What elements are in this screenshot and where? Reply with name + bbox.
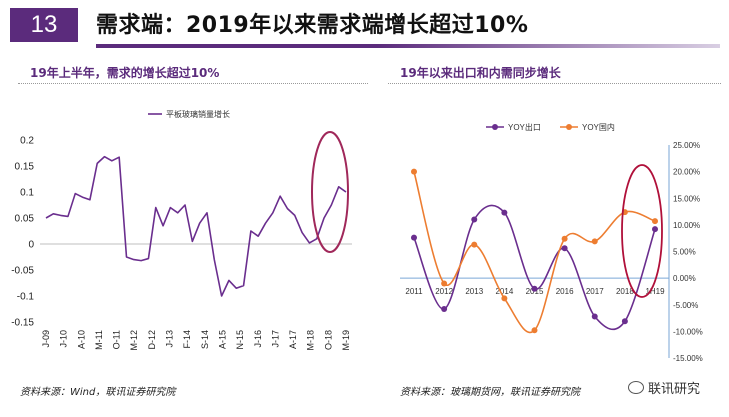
right-chart: 25.00% 20.00% 15.00% 10.00% 5.00% 0.00% -5.00%… — [400, 122, 703, 363]
y-tick-label: 0.05 — [15, 214, 35, 225]
x-tick-label: 2018 — [616, 287, 634, 296]
series-export-point — [591, 313, 598, 320]
series-export-point — [652, 226, 658, 233]
title-rule — [96, 44, 720, 48]
x-tick-label: M-19 — [341, 330, 351, 351]
y-tick-label: 0 — [28, 240, 34, 251]
highlight-ellipse — [621, 164, 663, 298]
x-tick-label: F-14 — [182, 330, 192, 349]
y-tick-label: -0.1 — [17, 292, 35, 303]
right-panel-rule — [388, 83, 721, 84]
x-tick-label: J-13 — [165, 330, 175, 348]
legend-marker — [566, 124, 572, 130]
x-tick-label: 2017 — [586, 287, 604, 296]
left-panel-title: 19年上半年，需求的增长超过10% — [30, 66, 220, 80]
x-tick-label: A-15 — [217, 330, 227, 349]
y-tick-label: 5.00% — [673, 248, 696, 257]
y-tick-label: -0.15 — [11, 318, 34, 329]
series-export-line — [413, 204, 656, 331]
x-tick-label: J-10 — [59, 330, 69, 348]
x-tick-label: A-10 — [76, 330, 86, 349]
x-tick-label: J-09 — [41, 330, 51, 348]
right-source: 资料来源：玻璃期货网，联讯证券研究院 — [400, 387, 580, 398]
series-export-point — [621, 318, 628, 325]
legend-label: 平板玻璃销量增长 — [166, 109, 230, 119]
y-tick-label: 15.00% — [673, 194, 700, 203]
series-export-point — [561, 245, 568, 252]
x-tick-label: 1H19 — [645, 287, 665, 296]
slide-title: 需求端：2019年以来需求端增长超过10% — [96, 13, 529, 38]
x-tick-label: D-12 — [147, 330, 157, 350]
legend-label: YOY出口 — [508, 122, 541, 132]
series-domestic-point — [561, 235, 568, 242]
y-tick-label: 0.1 — [20, 188, 34, 199]
series-domestic-line — [413, 171, 656, 334]
series-domestic-point — [471, 241, 478, 248]
y-tick-label: -15.00% — [673, 354, 703, 363]
series-domestic-point — [591, 238, 598, 245]
wechat-icon — [628, 381, 644, 394]
x-tick-label: O-18 — [323, 330, 333, 350]
x-tick-label: 2011 — [405, 287, 423, 296]
series-domestic-point — [441, 280, 448, 287]
left-source: 资料来源：Wind，联讯证券研究院 — [20, 387, 176, 398]
x-tick-label: M-11 — [94, 330, 104, 350]
series-domestic-point — [501, 295, 508, 302]
x-tick-label: M-18 — [306, 330, 316, 351]
series-domestic-point — [652, 218, 658, 225]
y-tick-label: 25.00% — [673, 141, 700, 150]
left-panel-rule — [18, 83, 368, 84]
legend-marker — [492, 124, 498, 130]
y-tick-label: 20.00% — [673, 168, 700, 177]
slide-number: 13 — [10, 8, 78, 42]
x-tick-label: S-14 — [200, 330, 210, 349]
y-tick-label: -5.00% — [673, 301, 698, 310]
y-tick-label: -10.00% — [673, 327, 703, 336]
x-tick-label: A-17 — [288, 330, 298, 349]
y-tick-label: 10.00% — [673, 221, 700, 230]
series-export-point — [471, 216, 478, 223]
series-export-point — [411, 234, 417, 241]
highlight-ellipse — [311, 131, 349, 253]
legend-label: YOY国内 — [582, 122, 615, 132]
y-tick-label: -0.05 — [11, 266, 34, 277]
x-tick-label: O-11 — [112, 330, 122, 349]
watermark: 联讯研究 — [628, 378, 700, 397]
series-domestic-point — [531, 327, 538, 334]
x-tick-label: 2012 — [435, 287, 453, 296]
x-tick-label: 2014 — [495, 287, 513, 296]
series-domestic-point — [411, 168, 417, 175]
series-line-glass-sales — [45, 155, 347, 297]
x-tick-label: J-17 — [270, 330, 280, 348]
y-tick-label: 0.00% — [673, 274, 696, 283]
x-tick-label: J-16 — [253, 330, 263, 348]
x-tick-label: N-15 — [235, 330, 245, 350]
y-tick-label: 0.2 — [20, 136, 34, 147]
series-export-point — [531, 285, 538, 292]
left-chart: 0.2 0.15 0.1 0.05 0 -0.05 -0.1 -0.15 平板玻璃销量增长 J-0… — [11, 109, 352, 351]
x-tick-label: M-12 — [129, 330, 139, 351]
x-tick-label: 2016 — [556, 287, 574, 296]
x-tick-label: 2013 — [465, 287, 483, 296]
watermark-text: 联讯研究 — [648, 382, 701, 397]
series-export-point — [501, 209, 508, 216]
y-tick-label: 0.15 — [15, 162, 35, 173]
right-panel-title: 19年以来出口和内需同步增长 — [400, 66, 561, 80]
series-export-point — [441, 306, 448, 313]
